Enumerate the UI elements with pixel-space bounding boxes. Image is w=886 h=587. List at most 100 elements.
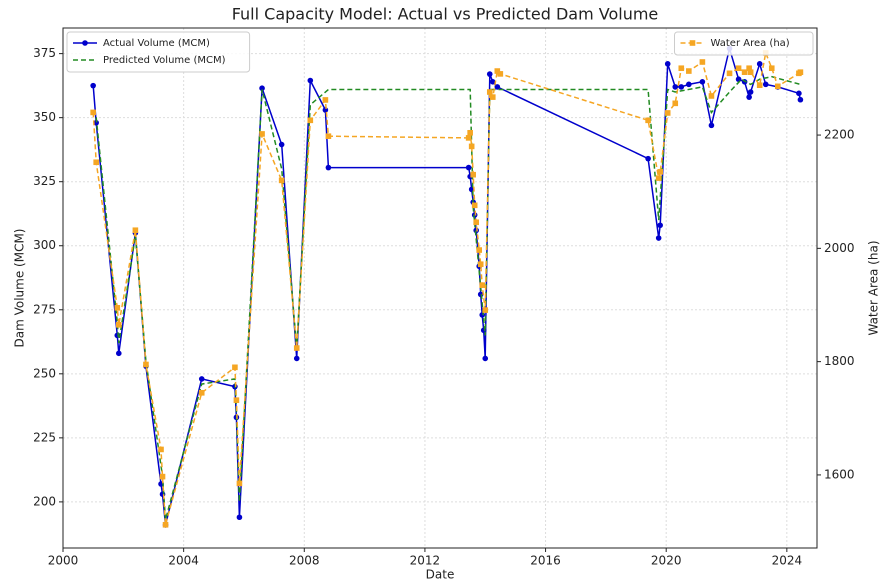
point — [747, 69, 754, 75]
point — [162, 521, 169, 528]
point — [494, 68, 501, 74]
point — [756, 82, 763, 89]
point — [307, 117, 314, 124]
point — [198, 389, 205, 396]
point — [762, 81, 769, 88]
point — [467, 129, 473, 136]
point — [708, 122, 715, 129]
point — [325, 133, 332, 139]
x-tick-label: 2024 — [772, 554, 803, 568]
point — [90, 109, 96, 116]
point — [655, 175, 662, 181]
point — [259, 131, 265, 137]
point — [322, 97, 329, 103]
point — [90, 82, 96, 89]
legend-marker — [82, 40, 88, 46]
x-tick-label: 2020 — [651, 554, 682, 568]
point — [686, 81, 692, 88]
y-tick-label: 325 — [33, 174, 56, 188]
point — [159, 473, 166, 480]
point — [158, 446, 164, 453]
y-tick-label: 350 — [33, 110, 56, 124]
point — [678, 84, 685, 90]
x-tick-label: 2016 — [530, 554, 561, 568]
point — [236, 514, 243, 521]
y2-tick-label: 2000 — [824, 241, 855, 255]
point — [664, 61, 671, 67]
point — [465, 135, 472, 141]
point — [307, 77, 314, 84]
x-tick-label: 2004 — [168, 554, 199, 568]
point — [774, 83, 781, 90]
point — [645, 155, 651, 162]
point — [747, 89, 754, 95]
point — [497, 71, 504, 77]
point — [115, 322, 122, 328]
legend-label: Predicted Volume (MCM) — [103, 55, 226, 66]
point — [756, 61, 763, 67]
y-tick-label: 375 — [33, 46, 56, 60]
x-axis-label: Date — [426, 568, 455, 582]
y2-tick-label: 2200 — [824, 128, 855, 142]
point — [645, 117, 651, 124]
point — [93, 159, 99, 166]
point — [735, 65, 742, 72]
point — [672, 84, 679, 90]
legend-label: Actual Volume (MCM) — [103, 38, 210, 49]
point — [657, 222, 663, 229]
point — [486, 71, 493, 77]
point — [746, 65, 752, 72]
point — [796, 90, 802, 97]
point — [470, 171, 476, 178]
point — [468, 143, 475, 150]
point — [482, 355, 489, 362]
point — [797, 69, 804, 75]
point — [708, 93, 715, 99]
point — [476, 247, 483, 253]
point — [471, 202, 478, 209]
series-line — [92, 75, 801, 520]
x-tick-label: 2012 — [410, 554, 441, 568]
plot-frame — [62, 27, 818, 549]
y-tick-label: 275 — [33, 302, 56, 316]
point — [489, 78, 496, 85]
point — [473, 219, 479, 226]
legend-box — [674, 31, 814, 56]
point — [293, 355, 300, 362]
point — [494, 84, 501, 90]
point — [115, 350, 122, 357]
point — [479, 282, 486, 288]
point — [664, 110, 671, 116]
point — [278, 141, 285, 148]
point — [278, 177, 285, 184]
point — [465, 164, 472, 171]
point — [672, 100, 679, 107]
chart-title: Full Capacity Model: Actual vs Predicted… — [232, 5, 659, 24]
point — [259, 85, 265, 91]
point — [797, 96, 804, 103]
point — [686, 68, 692, 74]
point — [233, 397, 240, 403]
y-tick-label: 250 — [33, 366, 56, 380]
point — [657, 169, 663, 175]
point — [479, 312, 486, 318]
x-tick-label: 2000 — [48, 554, 79, 568]
series-line — [92, 50, 801, 525]
y2-axis-label: Water Area (ha) — [867, 240, 881, 335]
y2-tick-label: 1800 — [824, 354, 855, 368]
point — [735, 76, 742, 83]
point — [232, 364, 238, 371]
y2-tick-label: 1600 — [824, 467, 855, 481]
point — [325, 164, 332, 171]
point — [93, 119, 99, 126]
point — [198, 376, 205, 382]
point — [132, 227, 139, 234]
point — [236, 480, 243, 487]
point — [699, 59, 706, 65]
point — [143, 361, 149, 368]
legend-label: Water Area (ha) — [711, 38, 790, 49]
point — [678, 65, 685, 72]
point — [159, 491, 166, 498]
legend-box — [66, 31, 251, 73]
